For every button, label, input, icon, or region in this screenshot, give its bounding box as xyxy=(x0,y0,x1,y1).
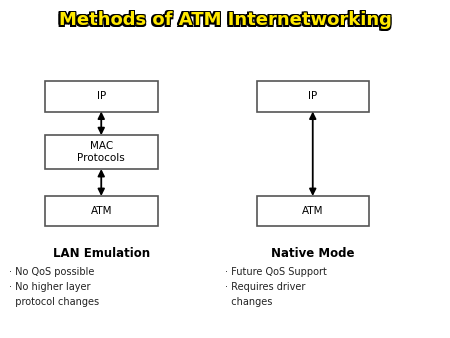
Text: Native Mode: Native Mode xyxy=(271,247,355,260)
Text: ATM: ATM xyxy=(90,206,112,216)
FancyBboxPatch shape xyxy=(45,135,158,169)
FancyBboxPatch shape xyxy=(45,196,158,226)
Text: IP: IP xyxy=(308,91,317,101)
Text: Methods of ATM Internetworking: Methods of ATM Internetworking xyxy=(60,13,393,31)
Text: Methods of ATM Internetworking: Methods of ATM Internetworking xyxy=(58,13,392,31)
Text: · Future QoS Support
· Requires driver
  changes: · Future QoS Support · Requires driver c… xyxy=(225,267,327,307)
Text: LAN Emulation: LAN Emulation xyxy=(53,247,150,260)
Text: · No QoS possible
· No higher layer
  protocol changes: · No QoS possible · No higher layer prot… xyxy=(9,267,99,307)
Text: Methods of ATM Internetworking: Methods of ATM Internetworking xyxy=(60,11,393,29)
FancyBboxPatch shape xyxy=(256,196,369,226)
Text: Methods of ATM Internetworking: Methods of ATM Internetworking xyxy=(60,10,393,28)
Text: IP: IP xyxy=(97,91,106,101)
Text: MAC
Protocols: MAC Protocols xyxy=(77,141,125,163)
Text: Methods of ATM Internetworking: Methods of ATM Internetworking xyxy=(58,11,392,29)
FancyBboxPatch shape xyxy=(45,81,158,112)
FancyBboxPatch shape xyxy=(256,81,369,112)
Text: Methods of ATM Internetworking: Methods of ATM Internetworking xyxy=(58,10,392,28)
Text: Methods of ATM Internetworking: Methods of ATM Internetworking xyxy=(57,11,390,29)
Text: ATM: ATM xyxy=(302,206,324,216)
Text: Methods of ATM Internetworking: Methods of ATM Internetworking xyxy=(57,13,390,31)
Text: Methods of ATM Internetworking: Methods of ATM Internetworking xyxy=(57,10,390,28)
